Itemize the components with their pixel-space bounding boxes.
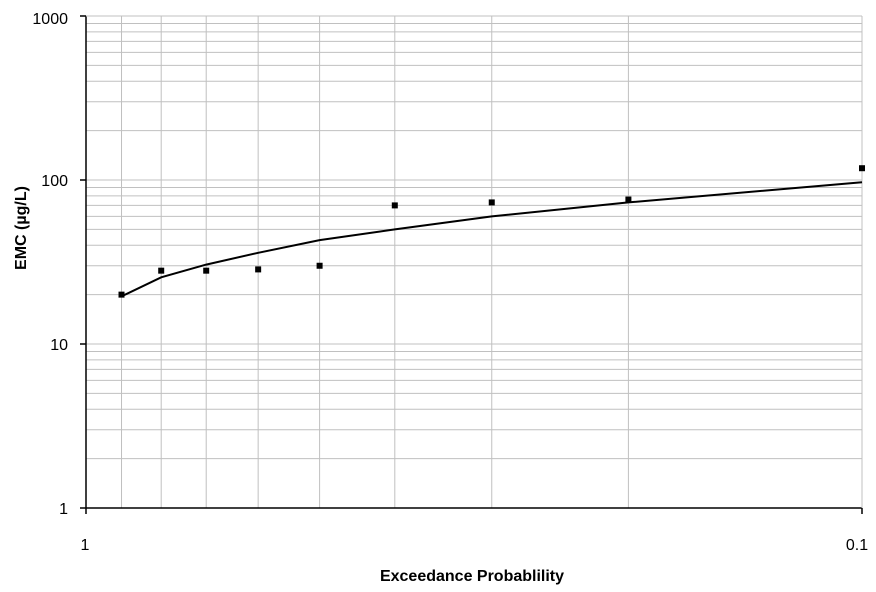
grid-lines	[86, 15, 862, 509]
data-point	[203, 267, 210, 274]
y-axis-title: EMC (µg/L)	[13, 186, 30, 270]
x-tick-label-1: 1	[81, 537, 90, 554]
y-tick-label-1: 1	[59, 501, 68, 518]
tick-labels: 1000 100 10 1 1 0.1	[32, 11, 868, 554]
y-tick-label-100: 100	[41, 173, 68, 190]
data-point	[391, 202, 398, 209]
series	[118, 165, 865, 298]
data-point	[158, 267, 165, 274]
data-point	[118, 291, 125, 298]
x-axis-title: Exceedance Probablility	[380, 568, 564, 585]
fitted-line	[121, 181, 863, 298]
y-tick-label-1000: 1000	[32, 11, 68, 28]
data-point	[316, 262, 323, 269]
data-point	[625, 196, 632, 203]
data-point	[255, 266, 262, 273]
data-point	[488, 199, 495, 206]
data-point	[859, 165, 865, 172]
axes	[80, 15, 863, 514]
y-tick-label-10: 10	[50, 337, 68, 354]
x-tick-label-0.1: 0.1	[846, 537, 868, 554]
